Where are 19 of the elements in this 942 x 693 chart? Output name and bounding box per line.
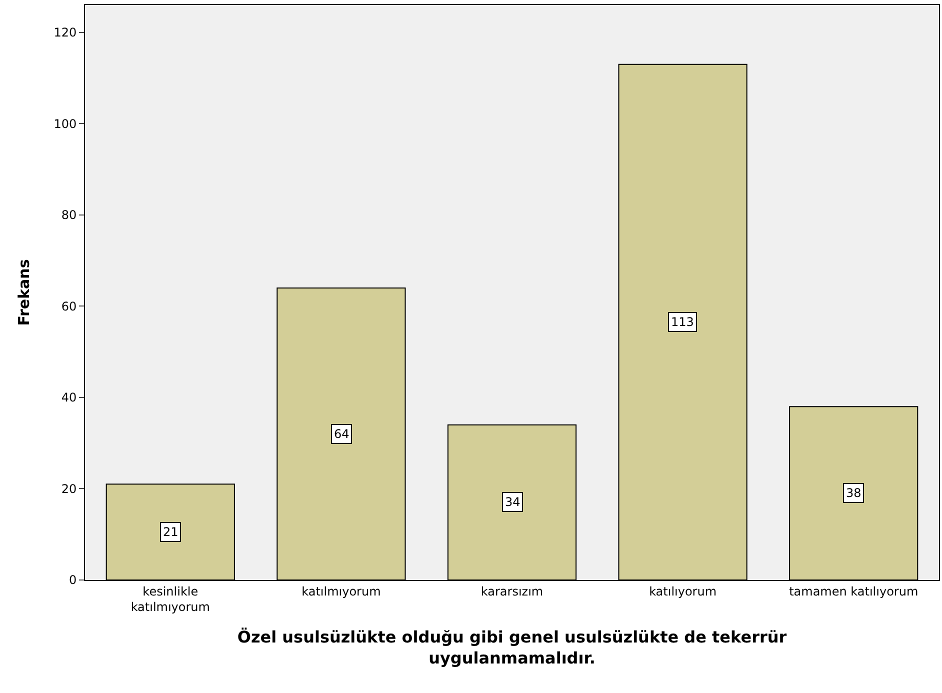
y-tick-label: 80 (61, 208, 77, 222)
x-axis-title: Özel usulsüzlükte olduğu gibi genel usulsüzlükte de tekerrür uygulanmamalıdır. (237, 628, 787, 668)
x-tick-label: tamamen katılıyorum (789, 584, 918, 598)
y-tick-label: 60 (61, 299, 77, 314)
data-label: 38 (846, 486, 862, 500)
y-tick-label: 120 (54, 26, 77, 40)
data-label: 64 (334, 427, 350, 441)
y-tick-label: 100 (54, 116, 77, 131)
y-axis-title: Frekans (14, 259, 33, 326)
y-tick-label: 20 (61, 482, 77, 496)
data-label: 113 (671, 315, 694, 329)
y-tick-label: 40 (61, 390, 77, 405)
x-tick-label: katılıyorum (649, 584, 717, 598)
x-tick-label: katılmıyorum (302, 584, 381, 598)
data-label: 21 (163, 525, 178, 539)
x-tick-label: kesinlikle katılmıyorum (130, 584, 210, 614)
y-tick-label: 0 (68, 573, 77, 588)
data-label: 34 (505, 495, 520, 509)
x-tick-label: kararsızım (480, 584, 544, 598)
